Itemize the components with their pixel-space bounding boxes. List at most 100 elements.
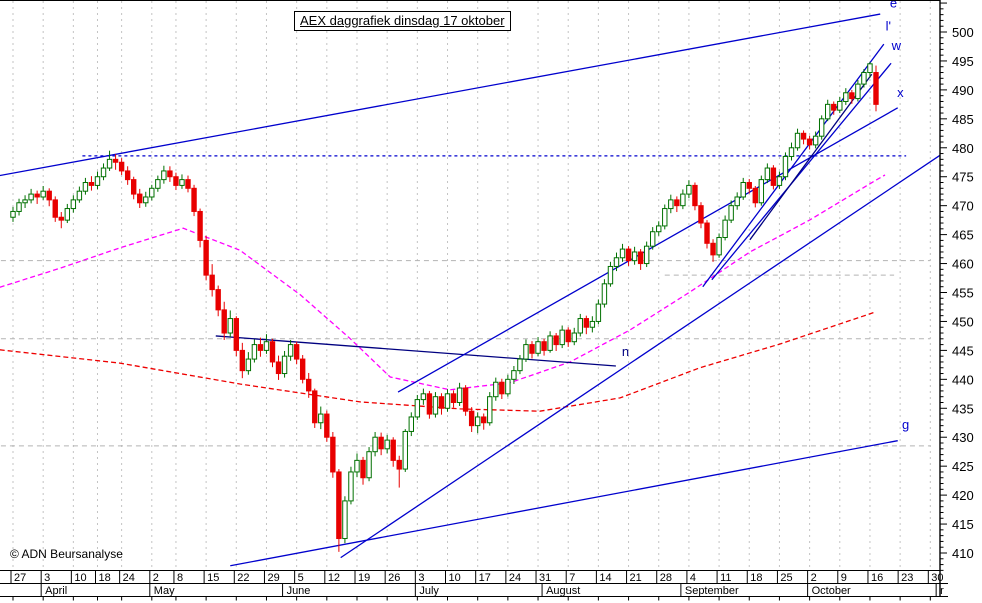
candle-down xyxy=(426,393,433,415)
candle-up xyxy=(251,344,258,360)
candle-down xyxy=(746,182,752,189)
candle-down xyxy=(692,184,698,207)
chart-title-box: AEX daggrafiek dinsdag 17 oktober xyxy=(294,11,511,31)
candle-down xyxy=(191,187,197,212)
candle-down xyxy=(167,170,173,178)
candle-up xyxy=(505,378,511,395)
candle-down xyxy=(541,341,547,351)
candle-up xyxy=(456,387,463,403)
line-label-n: n xyxy=(622,344,629,359)
candle-up xyxy=(818,118,825,137)
candle-up xyxy=(16,202,22,212)
candle-up xyxy=(758,179,765,204)
candle-up xyxy=(227,318,233,334)
y-axis-label: 410 xyxy=(952,546,974,561)
y-axis-label: 460 xyxy=(952,257,974,272)
candle-down xyxy=(806,138,813,146)
line-label-w: w xyxy=(891,38,902,53)
y-axis-label: 470 xyxy=(952,199,974,214)
candle-up xyxy=(40,190,46,198)
x-axis-date-label: 24 xyxy=(509,572,521,584)
x-axis-date-label: 18 xyxy=(98,572,110,584)
candle-up xyxy=(837,100,843,111)
candle-down xyxy=(583,318,590,328)
x-axis-date-label: 22 xyxy=(237,572,249,584)
x-axis-date-label: 25 xyxy=(780,572,792,584)
y-axis-label: 455 xyxy=(952,286,974,301)
e-line xyxy=(0,13,881,177)
x-axis-date-label: 16 xyxy=(871,572,883,584)
candle-up xyxy=(414,399,421,418)
candle-up xyxy=(143,196,149,204)
candle-up xyxy=(263,341,270,351)
candle-up xyxy=(776,176,783,186)
candle-down xyxy=(625,248,632,262)
x-axis-date-label: 9 xyxy=(841,572,847,584)
candle-up xyxy=(867,63,873,74)
candle-down xyxy=(197,210,203,241)
y-axis-label: 485 xyxy=(952,112,974,127)
ma-fast-magenta xyxy=(0,174,886,391)
candle-up xyxy=(354,459,360,473)
x-axis-date-label: 23 xyxy=(901,572,913,584)
x-axis-date-label: 8 xyxy=(177,572,183,584)
y-axis-label: 440 xyxy=(952,372,974,387)
candle-down xyxy=(88,182,95,186)
x-axis-month-label: September xyxy=(685,585,739,597)
chart-title: AEX daggrafiek dinsdag 17 oktober xyxy=(300,13,505,28)
candle-down xyxy=(390,439,396,461)
candle-up xyxy=(716,237,722,256)
candle-up xyxy=(70,199,77,210)
x-axis-date-label: 7 xyxy=(569,572,575,584)
x-axis-month-label: August xyxy=(546,585,580,597)
candle-up xyxy=(517,358,523,372)
candle-up xyxy=(547,335,553,351)
x-axis-date-label: 26 xyxy=(388,572,400,584)
candle-down xyxy=(849,92,855,100)
x-axis-date-label: 3 xyxy=(418,572,424,584)
w-line xyxy=(711,62,892,281)
candle-up xyxy=(535,341,541,354)
candle-up xyxy=(474,416,481,427)
candle-down xyxy=(752,187,758,204)
x-axis-date-label: 15 xyxy=(207,572,219,584)
candle-up xyxy=(348,471,354,502)
candle-up xyxy=(607,265,614,285)
candle-up xyxy=(287,344,294,357)
candle-up xyxy=(740,182,746,198)
candle-down xyxy=(34,193,40,198)
y-axis-label: 490 xyxy=(952,83,974,98)
x-axis-date-label: 5 xyxy=(298,572,304,584)
candle-down xyxy=(173,176,179,186)
candle-up xyxy=(149,187,155,198)
candle-down xyxy=(293,344,300,360)
candle-up xyxy=(523,344,529,360)
candle-up xyxy=(161,170,167,181)
y-axis-label: 425 xyxy=(952,459,974,474)
candle-down xyxy=(450,393,457,403)
candle-down xyxy=(203,239,209,276)
candle-down xyxy=(529,344,535,354)
candle-up xyxy=(571,332,577,343)
line-label-e: e xyxy=(890,0,897,11)
line-label-g: g xyxy=(902,417,909,432)
navy-steep-line xyxy=(749,73,873,241)
x-axis-month-label: April xyxy=(45,585,67,597)
x-axis-date-label: 19 xyxy=(358,572,370,584)
candle-down xyxy=(481,416,487,424)
candle-up xyxy=(668,199,674,210)
candle-up xyxy=(281,355,288,375)
candle-up xyxy=(782,155,789,178)
candle-down xyxy=(770,167,777,186)
candle-up xyxy=(861,72,867,85)
candle-up xyxy=(487,396,493,424)
june-support xyxy=(340,154,941,559)
candle-down xyxy=(118,161,125,172)
x-axis-month-label: October xyxy=(812,585,851,597)
candle-up xyxy=(444,393,451,409)
y-axis-label: 435 xyxy=(952,401,974,416)
candle-up xyxy=(64,208,71,221)
x-axis-date-label: 12 xyxy=(328,572,340,584)
candle-down xyxy=(269,341,276,363)
x-axis-date-label: 11 xyxy=(720,572,731,584)
